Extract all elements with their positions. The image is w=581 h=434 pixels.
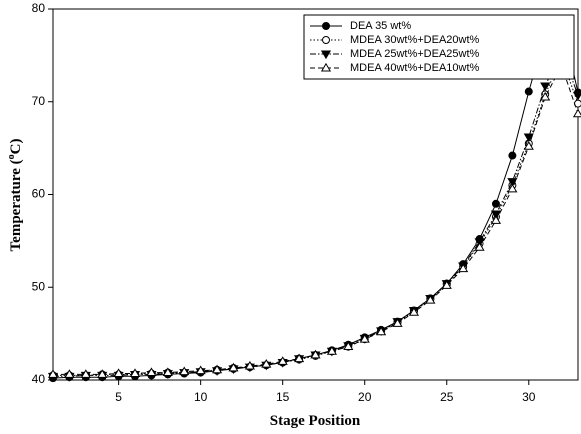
x-tick-label: 20 (358, 390, 372, 404)
marker (523, 133, 534, 143)
marker (211, 364, 223, 374)
x-tick-label: 25 (440, 390, 454, 404)
marker (491, 199, 500, 208)
x-tick-label: 5 (115, 390, 122, 404)
legend-label: DEA 35 wt% (350, 20, 411, 32)
marker (392, 318, 403, 327)
y-label-part: C) (8, 139, 24, 155)
marker (540, 91, 551, 101)
legend-label: MDEA 30wt%+DEA20wt% (350, 34, 480, 46)
marker (322, 22, 330, 30)
marker (179, 366, 190, 376)
marker (425, 295, 436, 304)
legend-box (303, 14, 575, 80)
marker (458, 263, 469, 273)
legend-label: MDEA 25wt%+DEA25wt% (350, 48, 480, 60)
marker (474, 242, 485, 251)
y-label-sup: o (6, 154, 17, 159)
series-line (53, 64, 579, 375)
marker (441, 280, 452, 289)
marker (64, 369, 75, 378)
x-tick-label: 10 (194, 390, 208, 404)
marker (540, 82, 551, 92)
marker (129, 368, 141, 377)
marker (523, 141, 534, 150)
marker (146, 367, 157, 377)
x-tick-label: 15 (276, 390, 290, 404)
marker (359, 334, 370, 343)
marker (524, 87, 533, 96)
marker (490, 210, 502, 220)
y-tick-label: 70 (32, 94, 46, 108)
marker (310, 349, 321, 359)
legend-label: MDEA 40wt%+DEA10wt% (350, 62, 480, 74)
marker (195, 365, 206, 375)
x-axis-label: Stage Position (270, 413, 361, 429)
x-tick-label: 30 (522, 390, 536, 404)
marker (47, 369, 59, 378)
marker (97, 369, 108, 378)
y-tick-label: 60 (32, 187, 46, 201)
y-tick-label: 40 (32, 372, 46, 386)
marker (244, 360, 255, 370)
marker (294, 353, 305, 363)
marker (408, 307, 420, 316)
marker (228, 362, 239, 372)
marker (343, 341, 354, 351)
marker (490, 215, 502, 224)
marker (320, 62, 332, 72)
marker (572, 108, 581, 118)
marker (507, 183, 518, 193)
marker (508, 151, 517, 160)
y-tick-label: 80 (32, 1, 46, 15)
marker (113, 368, 124, 377)
marker (80, 369, 91, 378)
marker (376, 326, 387, 336)
y-axis-label: Temperature (oC) (6, 139, 24, 252)
marker (322, 36, 330, 44)
marker (326, 346, 337, 355)
marker (572, 91, 581, 101)
marker (277, 356, 288, 365)
marker (261, 359, 272, 368)
y-label-part: Temperature ( (8, 159, 24, 251)
marker (162, 367, 173, 377)
marker (320, 50, 332, 60)
y-tick-label: 50 (32, 279, 46, 293)
